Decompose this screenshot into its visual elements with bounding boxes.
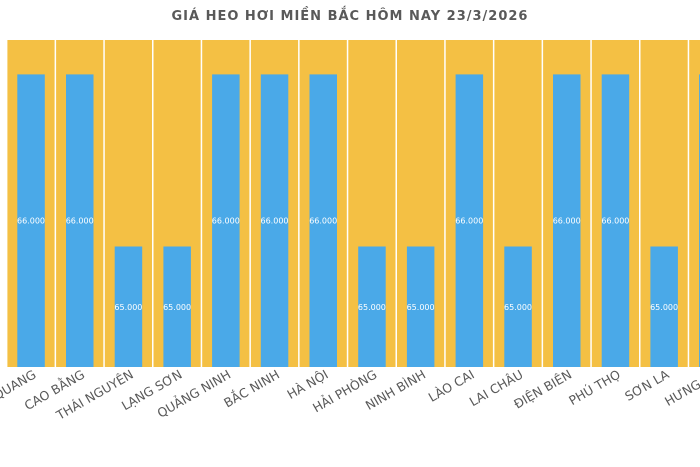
category-label: BẮC NINH [221,366,282,411]
data-label: 65.000 [407,303,435,312]
bar[interactable] [455,74,484,368]
bar[interactable] [406,246,435,368]
data-label: 65.000 [650,303,678,312]
bar[interactable] [358,246,386,368]
data-label: 65.000 [163,303,191,312]
bar[interactable] [260,74,289,368]
data-label: 66.000 [553,217,581,226]
data-label: 66.000 [17,217,45,226]
bar[interactable] [114,246,143,368]
category-label: PHÚ THỌ [566,367,623,409]
data-label: 65.000 [114,303,142,312]
data-label: 66.000 [309,217,337,226]
data-label: 66.000 [261,217,289,226]
bar[interactable] [504,246,532,368]
data-label: 66.000 [455,217,483,226]
data-label: 66.000 [601,217,629,226]
bar[interactable] [309,74,338,368]
category-background [689,40,700,367]
bar[interactable] [601,74,630,368]
bar[interactable] [650,246,678,368]
chart-title: GIÁ HEO HƠI MIỀN BẮC HÔM NAY 23/3/2026 [171,9,529,24]
data-label: 66.000 [212,217,240,226]
bar[interactable] [212,74,240,368]
data-label: 65.000 [504,303,532,312]
data-label: 66.000 [66,217,94,226]
bar[interactable] [66,74,94,368]
bar[interactable] [553,74,581,368]
bar[interactable] [163,246,191,368]
data-label: 65.000 [358,303,386,312]
bar[interactable] [17,74,45,368]
